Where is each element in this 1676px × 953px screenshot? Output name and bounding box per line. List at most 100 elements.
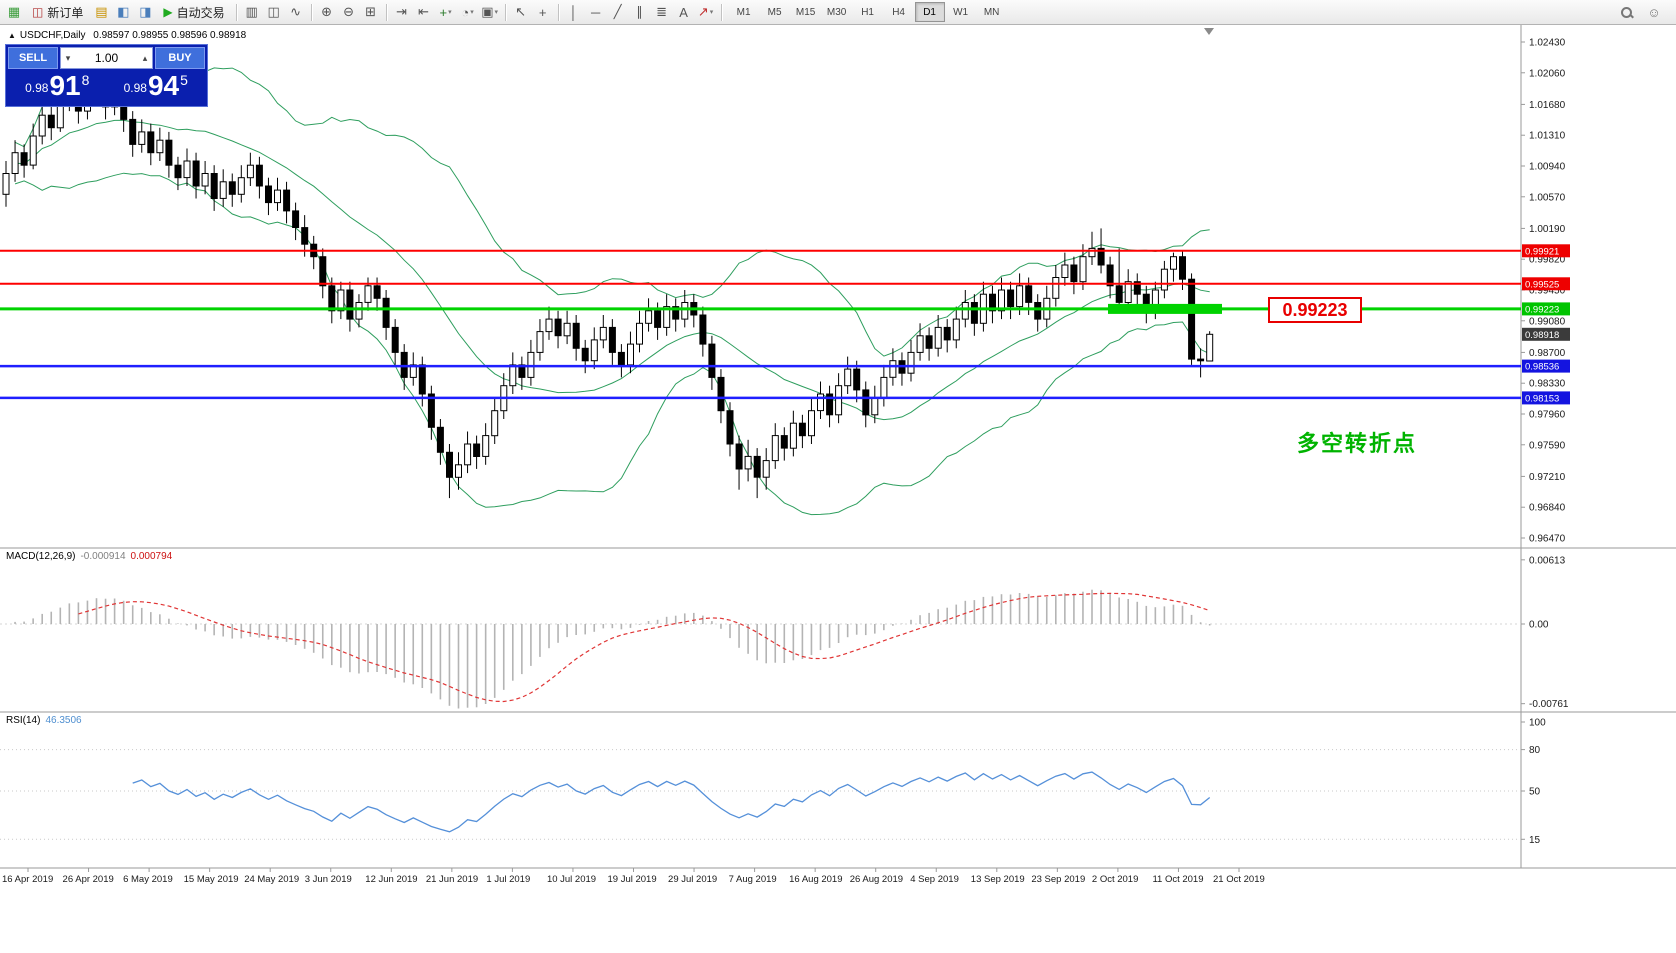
community-icon: ☺ (1647, 4, 1661, 20)
date-axis-label: 23 Sep 2019 (1031, 874, 1085, 885)
indicators-icon[interactable]: + ▾ (436, 2, 456, 22)
price-tag (1522, 244, 1570, 258)
price-axis-label: 0.99450 (1529, 286, 1566, 297)
timeframe-h4[interactable]: H4 (892, 6, 905, 18)
date-axis-label: 7 Aug 2019 (729, 874, 777, 885)
rsi-axis-label: 15 (1529, 835, 1541, 846)
channel-icon[interactable]: ∥ (630, 2, 650, 22)
timeframe-m1[interactable]: M1 (736, 6, 751, 18)
date-axis-label: 15 May 2019 (184, 874, 239, 885)
buy-button[interactable]: BUY (155, 47, 205, 69)
price-axis-label: 1.01310 (1529, 131, 1566, 142)
community-icon[interactable]: ☺ (1644, 2, 1664, 22)
buy-price-big: 94 (147, 70, 180, 101)
date-axis-label: 4 Sep 2019 (910, 874, 959, 885)
timeframe-h1[interactable]: H1 (861, 6, 874, 18)
chart-line-icon[interactable]: ∿ (286, 2, 306, 22)
price-tag (1522, 277, 1570, 291)
periods-icon[interactable]: ◔ ▾ (458, 2, 478, 22)
chevron-down-icon[interactable]: ▾ (470, 9, 474, 16)
horizontal-line-icon[interactable]: ─ (586, 2, 606, 22)
timeframe-m30[interactable]: M30 (826, 6, 847, 18)
zoom-out-icon[interactable]: ⊖ (339, 2, 359, 22)
timeframe-m15[interactable]: M15 (795, 6, 816, 18)
volume-value[interactable]: 1.00 (94, 51, 119, 65)
chart-line-icon: ∿ (290, 4, 302, 19)
chart-shift-icon: ⇤ (418, 4, 430, 19)
zoom-in-icon: ⊕ (321, 4, 333, 19)
price-tag-label: 0.99223 (1525, 304, 1559, 315)
date-axis-label: 19 Jul 2019 (608, 874, 657, 885)
new-chart-icon[interactable]: ▦ (4, 2, 24, 22)
arrows-icon[interactable]: ↗ ▾ (696, 2, 716, 22)
trendline-icon[interactable]: ╱ (608, 2, 628, 22)
price-axis-label: 0.97210 (1529, 472, 1566, 483)
navigator-icon: ◨ (139, 4, 152, 19)
price-level-callout[interactable]: 0.99223 (1268, 297, 1362, 323)
timeframe-d1[interactable]: D1 (914, 2, 945, 22)
date-axis-label: 11 Oct 2019 (1152, 874, 1203, 885)
rsi-plot (0, 749, 1521, 840)
sell-button[interactable]: SELL (8, 47, 58, 69)
chart-candles-icon[interactable]: ◫ (264, 2, 284, 22)
price-axis-label: 0.99080 (1529, 316, 1566, 327)
chevron-down-icon[interactable]: ▾ (709, 9, 714, 16)
search-icon[interactable] (1616, 2, 1636, 22)
volume-decrease-button[interactable]: ▾ (65, 52, 71, 63)
trendline-icon: ╱ (613, 4, 622, 19)
zoom-in-icon[interactable]: ⊕ (317, 2, 337, 22)
price-axis-label: 0.99820 (1529, 255, 1566, 266)
buy-price[interactable]: 0.98 94 5 (107, 69, 206, 104)
price-tag (1522, 302, 1570, 316)
timeframe-mn[interactable]: MN (983, 6, 1000, 18)
data-window-icon[interactable]: ◧ (113, 2, 133, 22)
autotrading-button-label: 自动交易 (176, 5, 225, 20)
vertical-line-icon[interactable]: │ (564, 2, 584, 22)
turning-point-note[interactable]: 多空转折点 (1297, 431, 1418, 456)
text-icon[interactable]: A (674, 2, 694, 22)
timeframe-m5[interactable]: M5 (767, 6, 782, 18)
date-axis-label: 21 Jun 2019 (426, 874, 478, 885)
data-window-icon: ◧ (117, 4, 130, 19)
symbol-period-label: USDCHF,Daily (19, 30, 86, 41)
chevron-down-icon[interactable]: ▾ (448, 9, 452, 16)
date-axis-label: 13 Sep 2019 (971, 874, 1025, 885)
horizontal-line-icon: ─ (591, 4, 601, 20)
rsi-title: RSI(14) (6, 715, 41, 726)
sell-price[interactable]: 0.98 91 8 (8, 69, 107, 104)
navigator-icon[interactable]: ◨ (135, 2, 155, 22)
volume-increase-button[interactable]: ▴ (142, 52, 148, 63)
toolbar-right-group: ☺ (1616, 2, 1672, 22)
date-axis-label: 24 May 2019 (244, 874, 299, 885)
cursor-icon: ↖ (515, 4, 527, 19)
timeframe-w1[interactable]: W1 (953, 6, 969, 18)
rsi-value: 46.3506 (45, 715, 82, 726)
timeframe-group: M1 M5 M15 M30 H1 H4 D1 W1 MN (729, 2, 1007, 22)
autotrading-button[interactable]: ▶ 自动交易 (157, 2, 230, 22)
fibonacci-icon: ≣ (656, 4, 668, 19)
crosshair-icon[interactable]: + (533, 2, 553, 22)
date-axis-label: 12 Jun 2019 (365, 874, 417, 885)
arrows-icon: ↗ (697, 4, 709, 19)
chart-bars-icon[interactable]: ▥ (242, 2, 262, 22)
new-order-button[interactable]: ◫ 新订单 (26, 2, 89, 22)
zoom-out-icon: ⊖ (343, 4, 355, 19)
market-watch-icon[interactable]: ▤ (91, 2, 111, 22)
periods-icon: ◔ (461, 4, 470, 20)
buy-price-pip: 5 (180, 72, 188, 88)
auto-scroll-icon[interactable]: ⇥ (392, 2, 412, 22)
tile-windows-icon[interactable]: ⊞ (361, 2, 381, 22)
chart-shift-icon[interactable]: ⇤ (414, 2, 434, 22)
templates-icon[interactable]: ▣ ▾ (480, 2, 500, 22)
chart-shift-marker[interactable] (1204, 28, 1214, 35)
date-axis-label: 6 May 2019 (123, 874, 173, 885)
fibonacci-icon[interactable]: ≣ (652, 2, 672, 22)
toolbar-separator (557, 3, 559, 21)
tile-windows-icon: ⊞ (365, 4, 377, 19)
one-click-collapse-icon[interactable]: ▲ (8, 31, 16, 40)
chevron-down-icon[interactable]: ▾ (494, 9, 499, 16)
candles (2, 73, 1214, 499)
cursor-icon[interactable]: ↖ (511, 2, 531, 22)
